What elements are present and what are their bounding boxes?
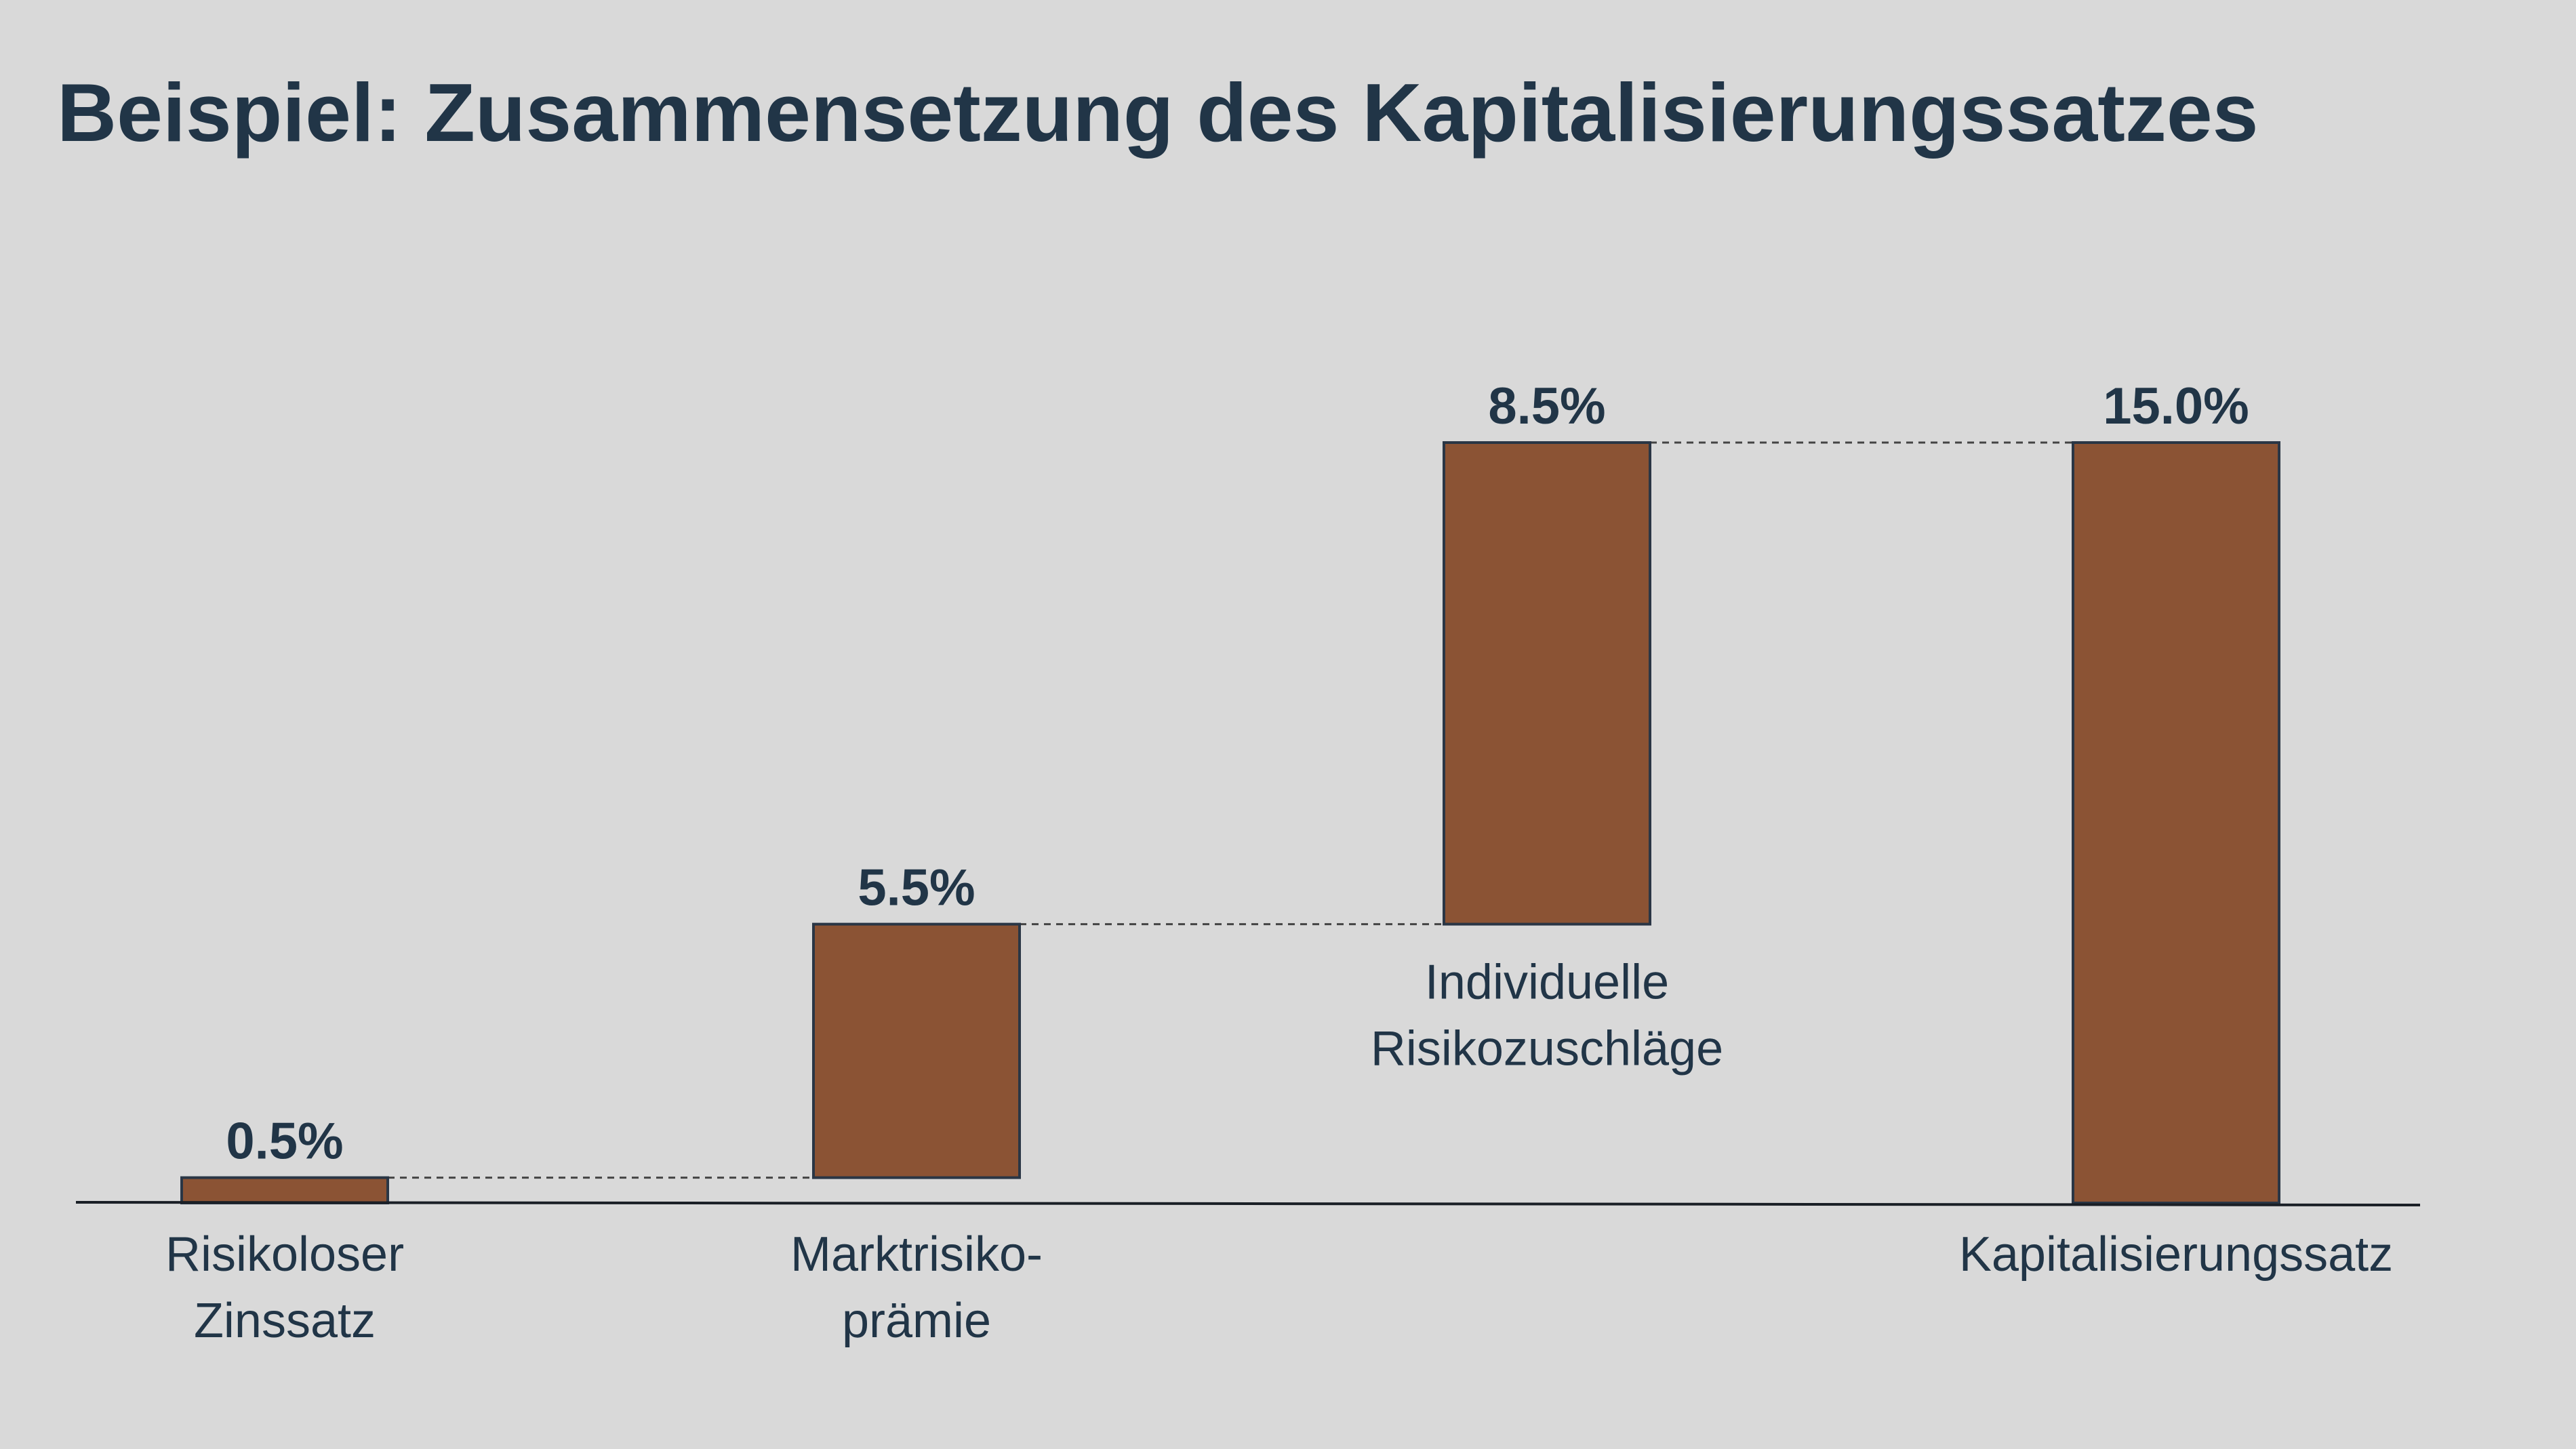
value-label-2: 5.5% [858, 859, 975, 917]
value-label-4: 15.0% [2103, 377, 2249, 435]
chart-title: Beispiel: Zusammensetzung des Kapitalisi… [57, 66, 2259, 159]
category-labels-group: Risikoloser Zinssatz Marktrisiko-prämie Ind… [165, 956, 2393, 1348]
category-label-4: Kapitalisierungssatz [1959, 1227, 2393, 1282]
x-axis-line [75, 1201, 2421, 1206]
category-label-2: Marktrisiko-prämie [790, 1227, 1043, 1348]
bar-1 [180, 1176, 389, 1204]
bars-group [180, 441, 2280, 1204]
connector-lines [388, 441, 2073, 1179]
value-label-3: 8.5% [1488, 377, 1605, 435]
bar-4 [2072, 441, 2280, 1204]
bar-2 [812, 922, 1021, 1179]
value-label-1: 0.5% [226, 1113, 343, 1170]
category-label-3: Individuelle Risikozuschläge [1371, 956, 1723, 1076]
bar-3 [1443, 441, 1651, 926]
value-labels-group: 0.5% 5.5% 8.5% 15.0% [226, 377, 2249, 1170]
category-label-1: Risikoloser Zinssatz [165, 1227, 404, 1348]
